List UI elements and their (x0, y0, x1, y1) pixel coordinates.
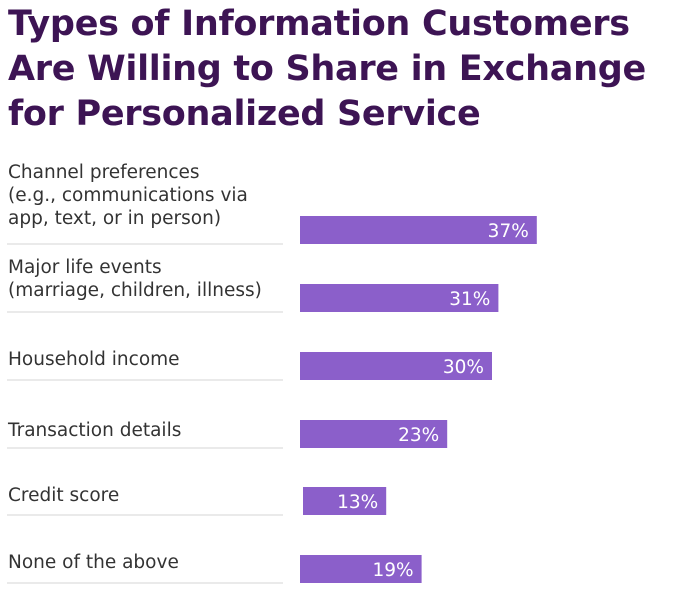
value-label: 19% (372, 560, 413, 581)
category-label: (e.g., communications via (8, 185, 248, 206)
chart-title: Types of Information Customers Are Willi… (8, 4, 646, 134)
bar-row: Transaction details 23% (7, 420, 448, 449)
bar (300, 216, 537, 244)
value-label: 31% (449, 289, 490, 310)
bar-row: None of the above 19% (7, 552, 422, 584)
category-label: None of the above (8, 552, 179, 573)
category-label: Credit score (8, 485, 119, 506)
bar (303, 487, 387, 515)
bar (300, 420, 448, 448)
bar-row: Major life events(marriage, children, il… (7, 257, 499, 313)
value-label: 23% (398, 425, 439, 446)
bar-row: Household income 30% (7, 349, 492, 381)
bar (300, 352, 492, 380)
bar-row: Channel preferences(e.g., communications… (7, 162, 537, 245)
category-label: Household income (8, 349, 180, 370)
value-label: 13% (337, 492, 378, 513)
value-label: 30% (443, 357, 484, 378)
value-label: 37% (488, 221, 529, 242)
bar (300, 555, 422, 583)
category-label: Channel preferences (8, 162, 200, 183)
bar (300, 284, 499, 312)
category-label: Transaction details (7, 420, 181, 441)
category-label: Major life events (8, 257, 162, 278)
category-label: app, text, or in person) (8, 208, 221, 229)
category-label: (marriage, children, illness) (8, 280, 262, 301)
bar-row: Credit score 13% (7, 485, 387, 516)
